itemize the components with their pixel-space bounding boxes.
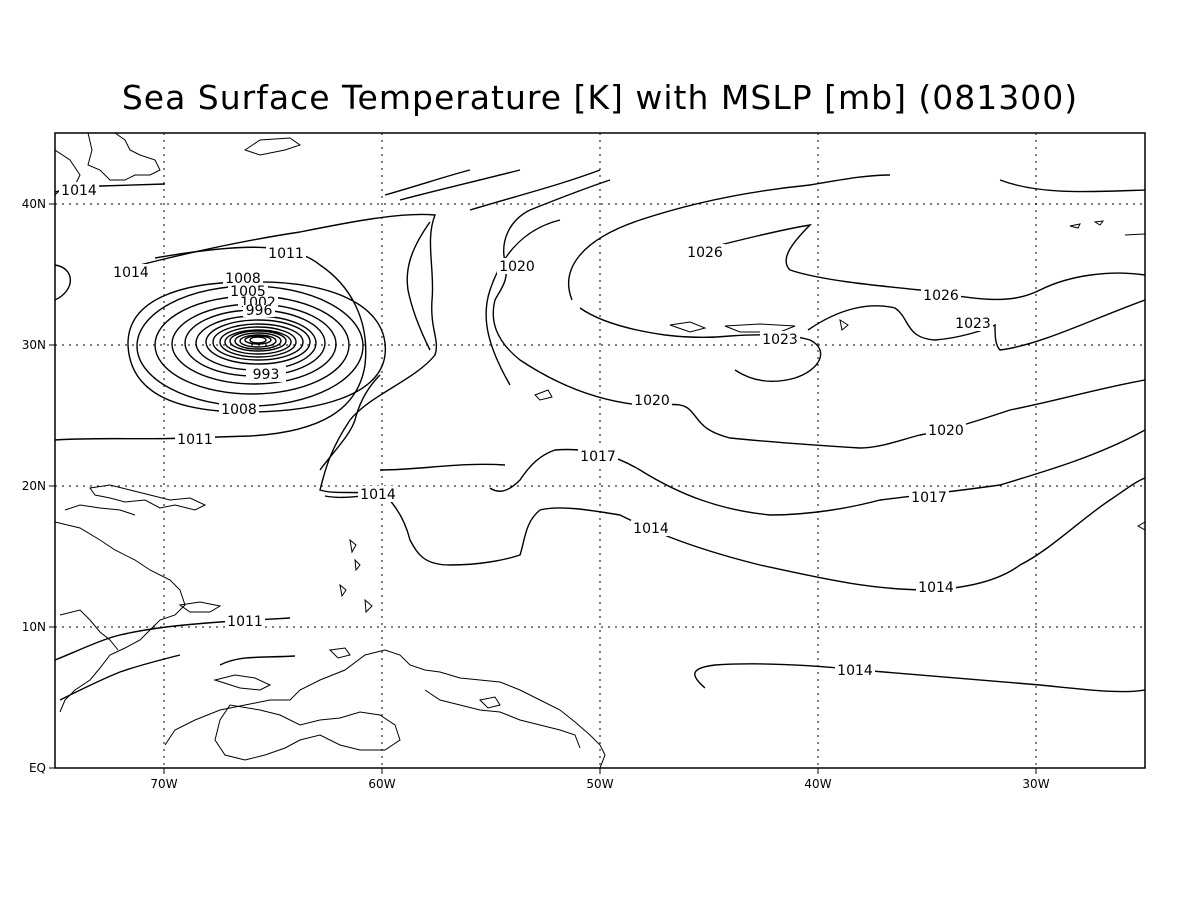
svg-text:1014: 1014 xyxy=(837,663,873,679)
lat-tick-label: 10N xyxy=(22,620,46,634)
svg-text:1017: 1017 xyxy=(911,490,947,506)
lon-tick-label: 50W xyxy=(586,777,613,791)
contour-label: 1017 xyxy=(909,489,949,506)
contour-label: 1014 xyxy=(916,579,956,596)
svg-text:1008: 1008 xyxy=(221,402,257,418)
svg-text:993: 993 xyxy=(253,367,280,383)
contour-label: 1020 xyxy=(497,258,537,275)
tick-marks xyxy=(49,203,1037,774)
map-title: Sea Surface Temperature [K] with MSLP [m… xyxy=(121,78,1079,117)
contour-label: 1020 xyxy=(632,392,672,409)
lat-tick-label: 40N xyxy=(22,197,46,211)
contour-label: 1014 xyxy=(111,264,151,281)
lon-tick-label: 70W xyxy=(150,777,177,791)
lat-tick-label: 20N xyxy=(22,479,46,493)
contour-label: 1008 xyxy=(219,401,259,418)
svg-text:1026: 1026 xyxy=(923,288,959,304)
contour-label: 1023 xyxy=(953,315,993,332)
svg-text:1014: 1014 xyxy=(113,265,149,281)
lon-tick-label: 60W xyxy=(368,777,395,791)
contour-label: 1011 xyxy=(225,613,265,630)
svg-text:1020: 1020 xyxy=(928,423,964,439)
svg-text:1014: 1014 xyxy=(918,580,954,596)
lat-tick-label: 30N xyxy=(22,338,46,352)
contour-label: 1014 xyxy=(358,486,398,503)
contour-label: 993 xyxy=(246,366,286,383)
lon-tick-labels: 70W 60W 50W 40W 30W xyxy=(150,777,1049,791)
contour-label: 1017 xyxy=(578,448,618,465)
coastlines xyxy=(55,133,1145,768)
contour-labels: 1014 1014 1011 1008 1005 1002 996 993 10… xyxy=(59,182,993,679)
contour-label: 1014 xyxy=(835,662,875,679)
contour-label: 1023 xyxy=(760,331,800,348)
svg-text:1020: 1020 xyxy=(499,259,535,275)
svg-text:1017: 1017 xyxy=(580,449,616,465)
contour-label: 1026 xyxy=(921,287,961,304)
svg-text:1014: 1014 xyxy=(360,487,396,503)
lat-tick-label: EQ xyxy=(29,761,46,775)
svg-text:996: 996 xyxy=(246,303,273,319)
svg-text:1011: 1011 xyxy=(268,246,304,262)
contour-label: 1014 xyxy=(59,182,99,199)
svg-text:1026: 1026 xyxy=(687,245,723,261)
contour-label: 1020 xyxy=(926,422,966,439)
lat-tick-labels: EQ 10N 20N 30N 40N xyxy=(22,197,46,775)
contour-label: 1011 xyxy=(175,431,215,448)
lon-tick-label: 40W xyxy=(804,777,831,791)
contour-label: 1014 xyxy=(631,520,671,537)
svg-text:1020: 1020 xyxy=(634,393,670,409)
contour-label: 1008 xyxy=(223,270,263,287)
svg-text:1014: 1014 xyxy=(61,183,97,199)
svg-text:1011: 1011 xyxy=(177,432,213,448)
svg-text:1014: 1014 xyxy=(633,521,669,537)
lon-tick-label: 30W xyxy=(1022,777,1049,791)
contour-label: 1026 xyxy=(685,244,725,261)
svg-text:1008: 1008 xyxy=(225,271,261,287)
svg-text:1023: 1023 xyxy=(955,316,991,332)
svg-text:1023: 1023 xyxy=(762,332,798,348)
contour-label: 996 xyxy=(243,303,275,319)
contour-label: 1011 xyxy=(266,245,306,262)
svg-text:1011: 1011 xyxy=(227,614,263,630)
